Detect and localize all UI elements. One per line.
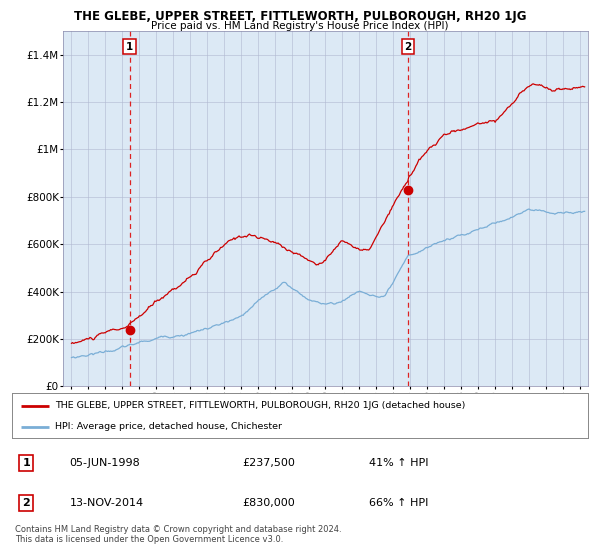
Text: 2: 2 bbox=[404, 42, 412, 52]
Text: £237,500: £237,500 bbox=[242, 458, 295, 468]
Text: 2: 2 bbox=[23, 498, 30, 508]
Text: £830,000: £830,000 bbox=[242, 498, 295, 508]
Text: 1: 1 bbox=[126, 42, 133, 52]
Text: THE GLEBE, UPPER STREET, FITTLEWORTH, PULBOROUGH, RH20 1JG (detached house): THE GLEBE, UPPER STREET, FITTLEWORTH, PU… bbox=[55, 401, 466, 410]
Text: 13-NOV-2014: 13-NOV-2014 bbox=[70, 498, 144, 508]
Text: 05-JUN-1998: 05-JUN-1998 bbox=[70, 458, 140, 468]
Text: THE GLEBE, UPPER STREET, FITTLEWORTH, PULBOROUGH, RH20 1JG: THE GLEBE, UPPER STREET, FITTLEWORTH, PU… bbox=[74, 10, 526, 23]
Text: HPI: Average price, detached house, Chichester: HPI: Average price, detached house, Chic… bbox=[55, 422, 282, 431]
Text: 41% ↑ HPI: 41% ↑ HPI bbox=[369, 458, 428, 468]
Text: Price paid vs. HM Land Registry's House Price Index (HPI): Price paid vs. HM Land Registry's House … bbox=[151, 21, 449, 31]
Text: Contains HM Land Registry data © Crown copyright and database right 2024.
This d: Contains HM Land Registry data © Crown c… bbox=[15, 525, 341, 544]
Text: 1: 1 bbox=[23, 458, 30, 468]
Text: 66% ↑ HPI: 66% ↑ HPI bbox=[369, 498, 428, 508]
